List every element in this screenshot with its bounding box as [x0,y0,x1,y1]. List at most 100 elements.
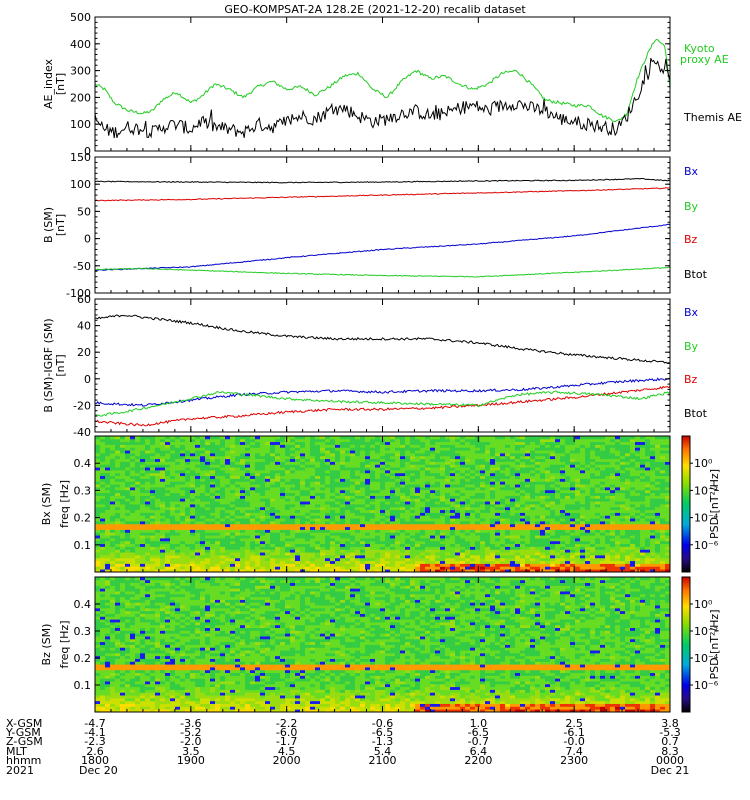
spectrogram-cell [295,566,301,570]
spectrogram-cell [615,458,621,462]
spectrogram-cell [435,478,441,482]
spectrogram-cell [225,478,231,482]
spectrogram-cell [160,557,166,562]
spectrogram-cell [370,492,376,496]
spectrogram-cell [260,555,266,559]
spectrogram-cell [595,512,601,516]
spectrogram-cell [465,552,471,556]
spectrogram-cell [625,566,631,570]
spectrogram-cell [95,504,101,508]
spectrogram-cell [495,555,501,559]
spectrogram-cell [455,487,461,491]
spectrogram-cell [405,538,411,542]
spectrogram-cell [260,495,266,499]
spectrogram-cell [185,504,191,508]
spectrogram-cell [540,458,546,462]
spectrogram-cell [270,472,276,477]
spectrogram-cell [230,552,236,556]
spectrogram-cell [500,557,506,562]
spectrogram-cell [210,461,216,465]
spectrogram-cell [95,535,101,539]
spectrogram-cell [540,540,546,545]
spectrogram-cell [485,475,491,479]
spectrogram-cell [340,540,346,545]
spectrogram-cell [190,504,196,508]
spectrogram-cell [535,540,541,545]
spectrogram-cell [170,546,176,550]
spectrogram-cell [655,492,661,496]
spectrogram-cell [365,538,371,542]
spectrogram-cell [390,552,396,556]
spectrogram-cell [400,515,406,519]
spectrogram-cell [515,498,521,502]
spectrogram-cell [570,498,576,502]
spectrogram-cell [545,543,551,547]
spectrogram-cell [190,549,196,553]
spectrogram-cell [475,566,481,570]
spectrogram-cell [560,563,566,567]
spectrogram-cell [660,489,666,494]
spectrogram-cell [365,532,371,536]
spectrogram-cell [200,472,206,477]
spectrogram-cell [345,478,351,482]
spectrogram-cell [490,472,496,477]
spectrogram-cell [485,546,491,550]
spectrogram-cell [450,458,456,462]
spectrogram-cell [480,538,486,542]
spectrogram-cell [540,557,546,562]
spectrogram-cell [290,526,296,530]
spectrogram-cell [405,472,411,477]
spectrogram-cell [415,532,421,536]
spectrogram-cell [130,467,136,471]
spectrogram-cell [130,464,136,468]
spectrogram-cell [645,504,651,508]
spectrogram-cell [505,529,511,533]
spectrogram-cell [615,484,621,488]
spectrogram-cell [175,546,181,550]
spectrogram-cell [430,506,436,511]
spectrogram-cell [330,523,336,528]
spectrogram-cell [470,470,476,474]
spectrogram-cell [475,472,481,477]
spectrogram-cell [445,566,451,570]
spectrogram-cell [450,560,456,564]
spectrogram-cell [265,566,271,570]
spectrogram-cell [365,546,371,550]
spectrogram-cell [140,501,146,505]
spectrogram-cell [435,495,441,499]
spectrogram-cell [335,532,341,536]
spectrogram-cell [225,504,231,508]
spectrogram-cell [645,495,651,499]
spectrogram-cell [655,543,661,547]
spectrogram-cell [95,557,101,562]
spectrogram-cell [310,470,316,474]
spectrogram-cell [560,515,566,519]
spectrogram-cell [600,495,606,499]
series-line-by [94,266,671,278]
spectrogram-cell [475,461,481,465]
spectrogram-cell [545,521,551,525]
spectrogram-cell [240,543,246,547]
spectrogram-cell [420,540,426,545]
spectrogram-cell [310,526,316,530]
spectrogram-cell [175,569,181,573]
spectrogram-cell [120,464,126,468]
spectrogram-cell [275,532,281,536]
spectrogram-cell [430,501,436,505]
spectrogram-cell [295,506,301,511]
spectrogram-cell [320,509,326,513]
spectrogram-cell [115,501,121,505]
spectrogram-cell [650,521,656,525]
spectrogram-cell [525,560,531,564]
spectrogram-cell [530,501,536,505]
spectrogram-cell [550,470,556,474]
spectrogram-cell [270,458,276,462]
spectrogram-cell [665,546,671,550]
spectrogram-cell [135,481,141,485]
spectrogram-cell [125,540,131,545]
spectrogram-cell [170,555,176,559]
spectrogram-cell [275,506,281,511]
spectrogram-cell [565,478,571,482]
spectrogram-cell [395,552,401,556]
spectrogram-cell [605,464,611,468]
